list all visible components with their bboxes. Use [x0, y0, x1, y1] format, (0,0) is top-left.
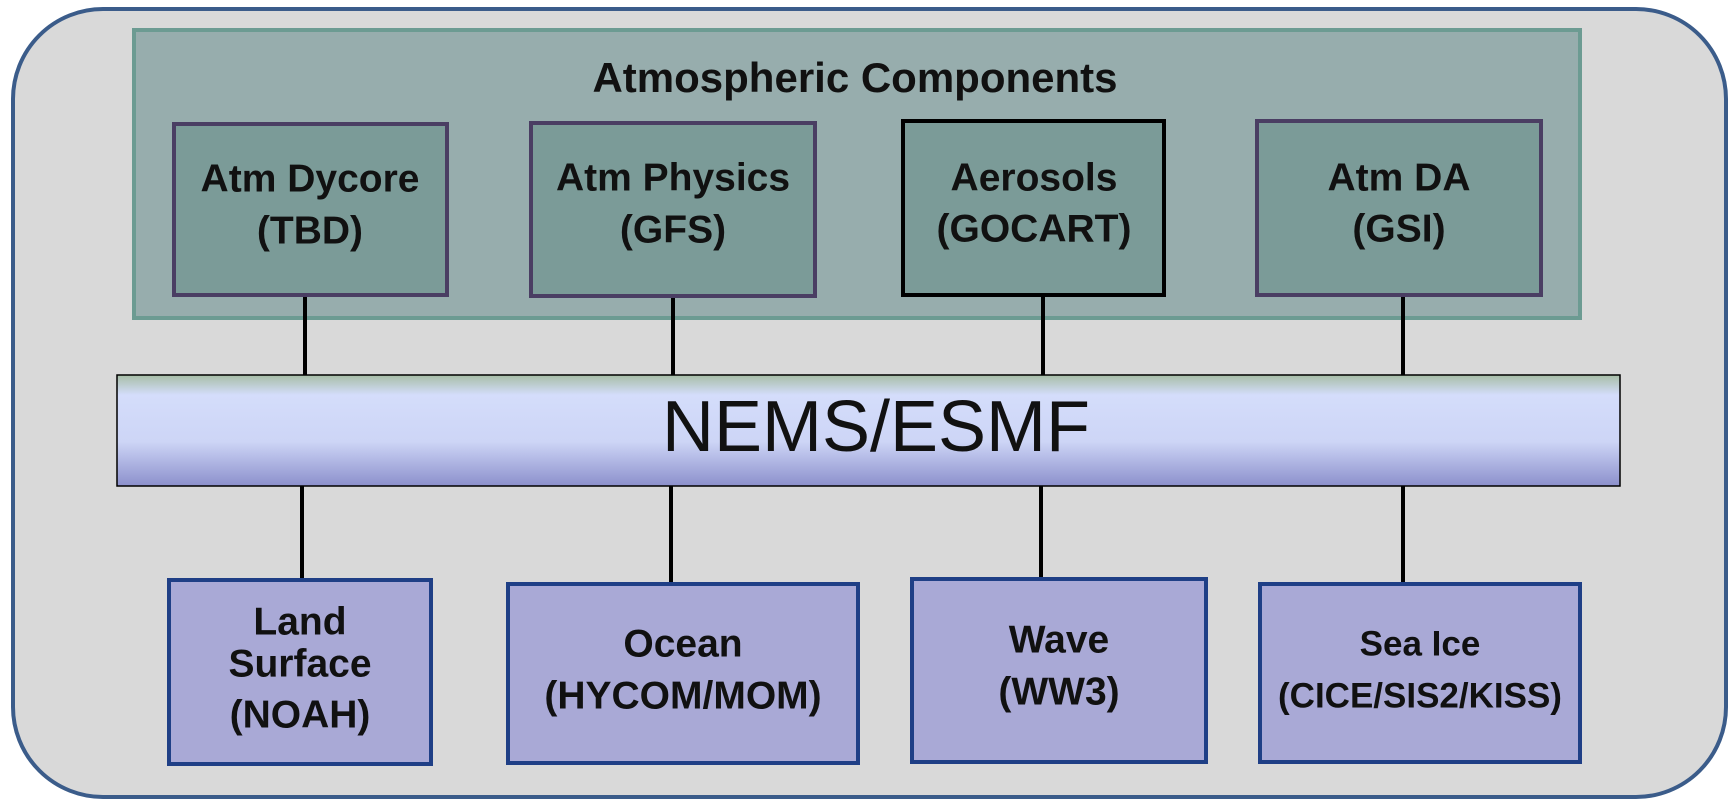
node-label: (HYCOM/MOM): [544, 674, 821, 717]
node-box: [172, 122, 449, 297]
node-label: (TBD): [257, 209, 363, 252]
node-label: Wave: [1009, 618, 1109, 661]
node-box: [910, 577, 1208, 764]
node-label: (NOAH): [230, 693, 371, 736]
node-box: [529, 121, 817, 298]
node-label: Atm Dycore: [201, 157, 420, 200]
node-label: Surface: [228, 642, 371, 685]
connectors: [300, 294, 1405, 584]
node-label: Land: [253, 600, 346, 643]
node-label: Sea Ice: [1360, 624, 1481, 663]
node-label: (GSI): [1352, 207, 1445, 250]
node-label: (WW3): [998, 670, 1119, 713]
node-box: [901, 119, 1166, 297]
node-label: Aerosols: [951, 156, 1118, 199]
bus-label: NEMS/ESMF: [662, 387, 1090, 467]
node-box: [1258, 582, 1582, 764]
node-box: [506, 582, 860, 765]
node-label: Atm DA: [1328, 156, 1471, 199]
node-label: (CICE/SIS2/KISS): [1278, 676, 1562, 715]
group-title: Atmospheric Components: [592, 54, 1117, 101]
node-box: [1255, 119, 1543, 297]
node-label: (GOCART): [937, 207, 1132, 250]
node-box: [167, 578, 433, 766]
node-label: Atm Physics: [556, 156, 790, 199]
node-label: Ocean: [623, 622, 742, 665]
bus-bar: [116, 374, 1621, 487]
node-label: (GFS): [620, 208, 726, 251]
